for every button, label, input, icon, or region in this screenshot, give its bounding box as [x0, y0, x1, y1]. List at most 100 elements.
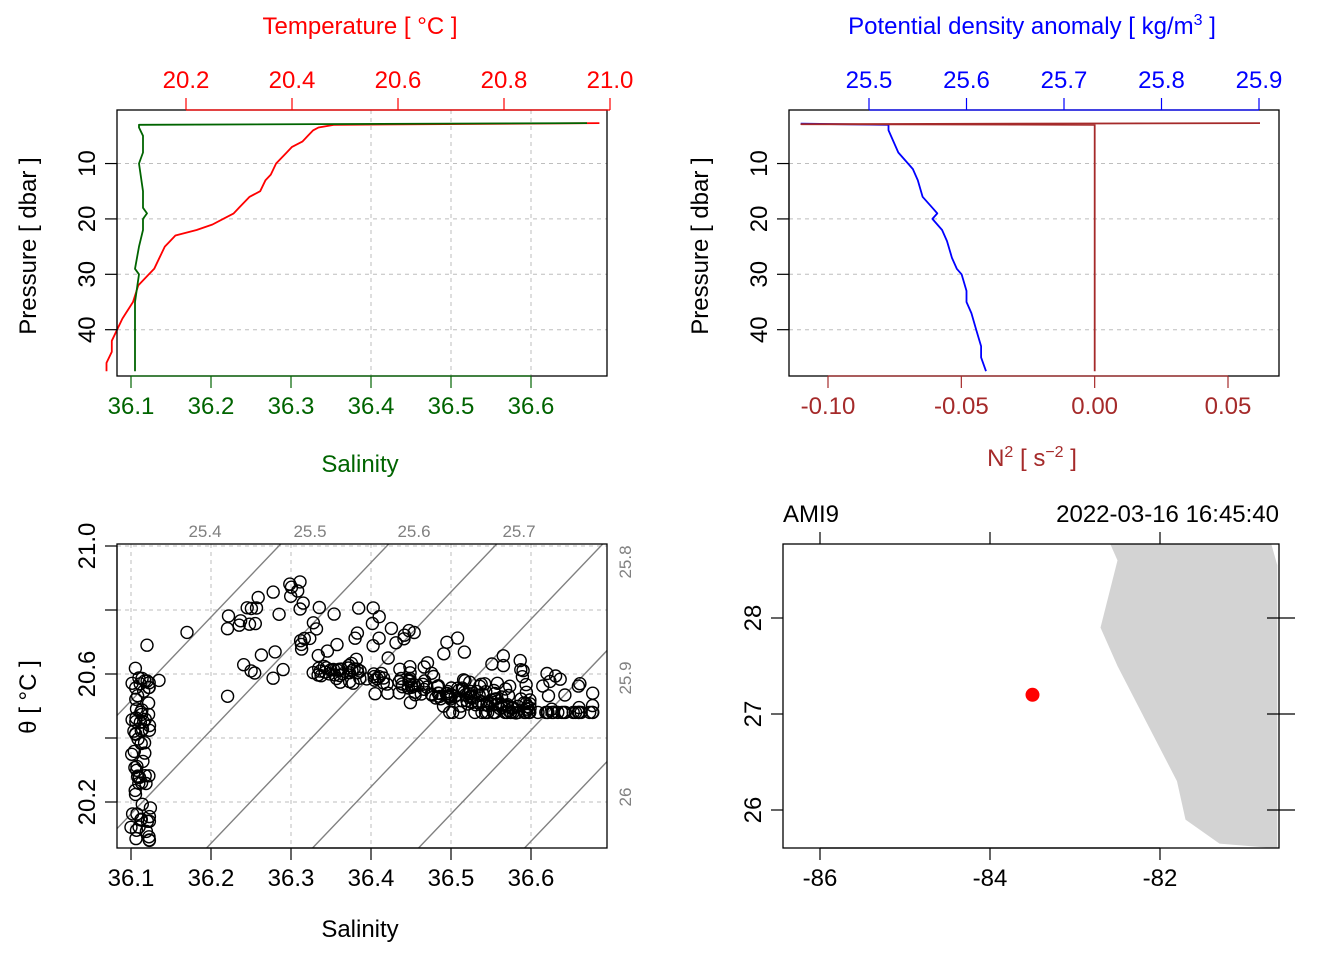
- data-point: [240, 601, 254, 615]
- data-point: [384, 621, 399, 636]
- temperature-tick-label: 21.0: [587, 67, 634, 94]
- isopycnal-line: [523, 760, 607, 848]
- data-point: [583, 705, 597, 720]
- data-point: [268, 645, 282, 659]
- data-point: [558, 705, 573, 720]
- isopycnal-label: 25.6: [397, 522, 430, 541]
- data-point: [540, 666, 554, 681]
- panel-ts-diagram: 25.4 25.5 25.6 25.725.825.926 36.1 36.2 36.3 3…: [15, 522, 635, 943]
- series-layer: [800, 122, 1261, 372]
- data-point: [138, 746, 152, 760]
- data-point: [553, 672, 567, 686]
- data-point: [366, 601, 380, 615]
- temperature-tick-label: 20.2: [163, 67, 210, 94]
- data-point: [342, 666, 357, 680]
- data-point: [180, 625, 194, 640]
- data-point: [503, 679, 517, 693]
- data-point: [405, 680, 419, 694]
- pressure-tick-label: 20: [74, 206, 101, 233]
- pressure-tick-label: 40: [746, 316, 773, 343]
- data-point: [232, 618, 246, 632]
- data-point: [141, 696, 156, 710]
- data-point: [143, 801, 158, 815]
- data-point: [220, 622, 235, 636]
- plot-frame: [116, 109, 608, 377]
- pressure-axis: 10 20 30 40: [746, 150, 790, 343]
- longitude-tick-label: -82: [1143, 865, 1178, 892]
- n2-tick-label: 0.00: [1071, 393, 1118, 420]
- longitude-tick-label: -86: [803, 865, 838, 892]
- data-point: [585, 698, 600, 713]
- density-axis: 25.5 25.6 25.7 25.8 25.9: [846, 67, 1282, 111]
- data-point: [129, 763, 144, 777]
- n2-title-end: ]: [1064, 445, 1077, 472]
- data-point: [347, 662, 361, 676]
- isopycnal-label: 25.9: [616, 661, 635, 694]
- panel-ts-profile: 20.2 20.4 20.6 20.8 21.0 36.1 36.2 36.3 36.4 36.…: [15, 13, 633, 478]
- pressure-axis: 10 20 30 40: [74, 150, 118, 343]
- salinity-tick-label: 36.4: [348, 393, 395, 420]
- data-point: [519, 677, 533, 692]
- data-point: [571, 679, 586, 693]
- latitude-tick-label: 26: [740, 797, 767, 824]
- data-point: [515, 670, 530, 684]
- pressure-tick-label: 30: [74, 261, 101, 288]
- station-marker[interactable]: [1025, 687, 1040, 702]
- data-point: [142, 680, 156, 695]
- data-point: [142, 809, 157, 824]
- salinity-tick-label: 36.3: [268, 865, 315, 892]
- data-point: [303, 631, 317, 646]
- data-point: [132, 770, 147, 785]
- data-point: [451, 681, 465, 695]
- data-point: [500, 699, 514, 713]
- data-point: [254, 648, 269, 662]
- data-point: [139, 824, 154, 839]
- data-point: [365, 616, 380, 631]
- salinity-axis-title: Salinity: [321, 916, 398, 943]
- data-point: [129, 714, 143, 729]
- data-point: [573, 677, 587, 691]
- data-point: [134, 813, 148, 827]
- data-point: [586, 686, 600, 700]
- data-point: [455, 694, 469, 708]
- n2-axis: -0.10 -0.05 0.00 0.05: [801, 375, 1252, 420]
- theta-axis: 20.2 20.6 21.0: [74, 523, 118, 825]
- data-point: [389, 636, 403, 650]
- data-point: [458, 688, 473, 702]
- data-point: [251, 590, 265, 605]
- density-tick-label: 25.8: [1138, 67, 1185, 94]
- data-point: [142, 769, 156, 783]
- data-point: [485, 657, 499, 671]
- data-point: [536, 679, 550, 693]
- pressure-tick-label: 40: [74, 316, 101, 343]
- n2-title-sup: 2: [1004, 444, 1013, 461]
- data-point: [312, 600, 326, 615]
- data-point: [128, 787, 143, 802]
- data-point: [381, 651, 395, 665]
- data-point: [417, 660, 431, 674]
- pressure-tick-label: 30: [746, 261, 773, 288]
- data-point: [320, 644, 335, 658]
- pressure-tick-label: 20: [746, 206, 773, 233]
- data-point: [351, 666, 365, 680]
- temperature-line: [105, 122, 600, 372]
- isopycnal-label: 26: [616, 788, 635, 807]
- salinity-tick-label: 36.3: [268, 393, 315, 420]
- salinity-axis: 36.1 36.2 36.3 36.4 36.5 36.6: [108, 375, 554, 420]
- data-point: [236, 658, 251, 672]
- temperature-tick-label: 20.6: [375, 67, 422, 94]
- data-point: [425, 688, 439, 702]
- salinity-tick-label: 36.2: [188, 393, 235, 420]
- n2-title-main: N: [987, 445, 1004, 472]
- data-point: [249, 601, 264, 615]
- salinity-tick-label: 36.1: [108, 865, 155, 892]
- data-point: [133, 677, 147, 691]
- n2-axis-title: N2 [ s−2 ]: [987, 444, 1077, 472]
- n2-tick-label: -0.05: [934, 393, 989, 420]
- data-point: [394, 671, 408, 686]
- data-point: [127, 744, 142, 759]
- data-point: [571, 705, 586, 720]
- n2-tick-label: 0.05: [1205, 393, 1252, 420]
- data-point: [336, 667, 350, 681]
- density-title-sup: 3: [1194, 12, 1203, 29]
